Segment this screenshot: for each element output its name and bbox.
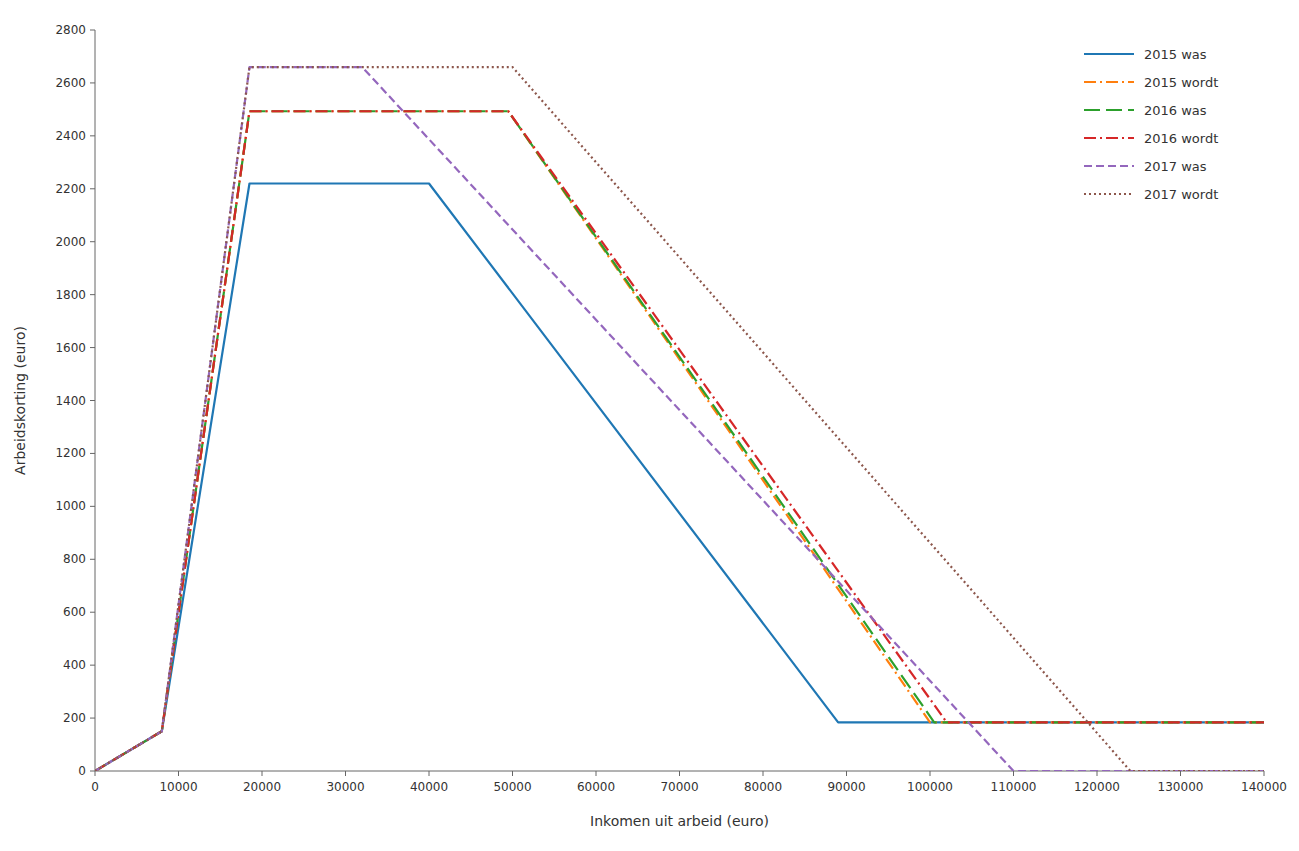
x-tick: [345, 771, 346, 776]
x-tick-label: 30000: [326, 780, 364, 794]
y-tick: [90, 771, 95, 772]
x-tick: [1013, 771, 1014, 776]
x-tick-label: 20000: [243, 780, 281, 794]
y-tick: [90, 188, 95, 189]
y-tick-label: 2000: [55, 235, 86, 249]
y-tick: [90, 506, 95, 507]
x-tick: [95, 771, 96, 776]
x-tick-label: 120000: [1074, 780, 1120, 794]
legend-label: 2016 wordt: [1144, 131, 1218, 146]
y-tick-label: 2600: [55, 76, 86, 90]
y-tick: [90, 400, 95, 401]
x-tick: [512, 771, 513, 776]
series-line: [95, 67, 1264, 771]
series-line: [95, 67, 1264, 771]
x-tick: [1180, 771, 1181, 776]
y-tick-label: 1600: [55, 341, 86, 355]
legend-swatch: [1084, 137, 1134, 139]
y-tick: [90, 453, 95, 454]
y-tick-label: 2800: [55, 23, 86, 37]
y-tick-label: 1000: [55, 499, 86, 513]
y-axis-label: Arbeidskorting (euro): [12, 326, 28, 475]
legend-label: 2015 wordt: [1144, 75, 1218, 90]
x-tick-label: 90000: [827, 780, 865, 794]
y-tick-label: 800: [63, 552, 86, 566]
y-tick-label: 2400: [55, 129, 86, 143]
y-tick-label: 1400: [55, 394, 86, 408]
y-tick: [90, 241, 95, 242]
legend-label: 2015 was: [1144, 47, 1207, 62]
y-tick: [90, 665, 95, 666]
x-tick: [178, 771, 179, 776]
x-tick-label: 50000: [493, 780, 531, 794]
x-tick-label: 70000: [660, 780, 698, 794]
y-tick: [90, 718, 95, 719]
x-tick: [1097, 771, 1098, 776]
y-tick: [90, 30, 95, 31]
x-tick: [846, 771, 847, 776]
series-line: [95, 183, 1264, 771]
y-tick: [90, 559, 95, 560]
legend-swatch: [1084, 81, 1134, 83]
series-line: [95, 111, 1264, 771]
x-tick: [679, 771, 680, 776]
x-tick-label: 110000: [991, 780, 1037, 794]
lines: [95, 67, 1264, 771]
y-tick-label: 200: [63, 711, 86, 725]
y-tick: [90, 612, 95, 613]
x-axis: 0 10000 20000 30000 40000 50000 60000 70000 8000…: [91, 771, 1287, 794]
legend: 2015 was 2015 wordt 2016 was 2016 wordt 2017…: [1084, 47, 1218, 202]
x-tick: [429, 771, 430, 776]
y-tick-label: 0: [78, 764, 86, 778]
legend-swatch: [1084, 53, 1134, 55]
x-tick: [930, 771, 931, 776]
x-tick: [1264, 771, 1265, 776]
legend-swatch: [1084, 165, 1134, 167]
y-tick: [90, 135, 95, 136]
y-tick-label: 1200: [55, 446, 86, 460]
x-tick-label: 130000: [1158, 780, 1204, 794]
y-tick-label: 600: [63, 605, 86, 619]
x-tick: [262, 771, 263, 776]
y-tick: [90, 82, 95, 83]
chart: 0100002000030000400005000060000700008000…: [0, 0, 1299, 851]
x-tick-label: 40000: [410, 780, 448, 794]
y-tick-label: 400: [63, 658, 86, 672]
legend-label: 2017 was: [1144, 159, 1207, 174]
legend-label: 2017 wordt: [1144, 187, 1218, 202]
legend-swatch: [1084, 193, 1134, 195]
y-tick-label: 2200: [55, 182, 86, 196]
x-tick-label: 0: [91, 780, 99, 794]
x-tick-label: 100000: [907, 780, 953, 794]
y-axis: 0 200 400 600 800 1000 1200 1400 1600 1800 2000 220…: [55, 23, 95, 778]
series-line: [95, 111, 1264, 771]
x-tick: [596, 771, 597, 776]
legend-label: 2016 was: [1144, 103, 1207, 118]
x-tick-label: 80000: [744, 780, 782, 794]
x-tick-label: 10000: [159, 780, 197, 794]
x-tick-label: 60000: [577, 780, 615, 794]
legend-swatch: [1084, 109, 1134, 111]
y-tick: [90, 347, 95, 348]
y-tick-label: 1800: [55, 288, 86, 302]
x-axis-label: Inkomen uit arbeid (euro): [590, 813, 769, 829]
y-tick: [90, 294, 95, 295]
series-line: [95, 111, 1264, 771]
x-tick-label: 140000: [1241, 780, 1287, 794]
x-tick: [763, 771, 764, 776]
